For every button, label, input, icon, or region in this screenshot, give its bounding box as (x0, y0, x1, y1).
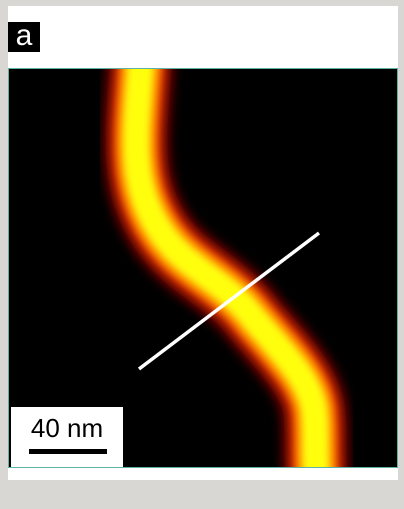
scale-bar (29, 449, 107, 454)
scale-bar-label: 40 nm (11, 413, 123, 444)
scale-bar-box: 40 nm (11, 407, 123, 467)
page: a 40 nm (() => { const data = JSON.parse… (0, 0, 404, 509)
afm-image: 40 nm (8, 68, 398, 468)
panel-label: a (8, 22, 40, 52)
figure-panel: a 40 nm (8, 6, 398, 480)
